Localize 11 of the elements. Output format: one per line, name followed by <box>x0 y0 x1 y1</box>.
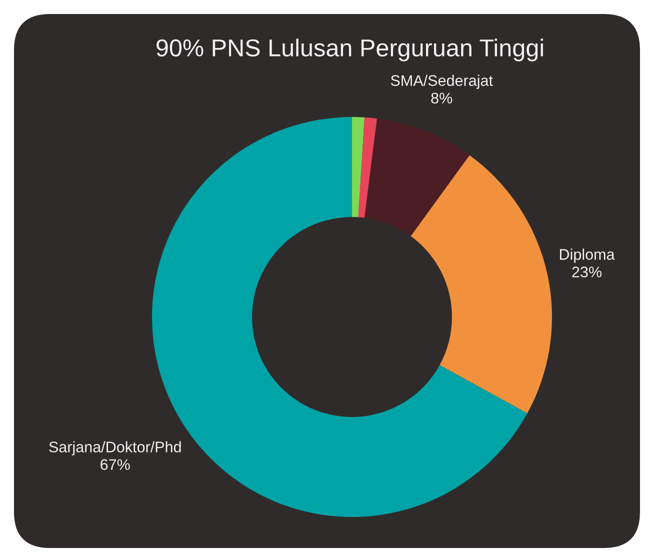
chart-title: 90% PNS Lulusan Perguruan Tinggi <box>156 38 543 62</box>
data-label: 23% <box>572 266 602 278</box>
slice-label: Diploma <box>560 248 615 263</box>
donut-slice <box>358 117 378 218</box>
data-label: 8% <box>431 92 452 104</box>
data-label: 67% <box>100 459 130 470</box>
donut-slice <box>352 117 365 218</box>
slice-label: SMA/Sederajat <box>390 74 493 89</box>
donut-slice <box>364 118 470 236</box>
slice-label: Sarjana/Doktor/Phd <box>49 441 181 456</box>
donut-slice <box>410 155 552 414</box>
